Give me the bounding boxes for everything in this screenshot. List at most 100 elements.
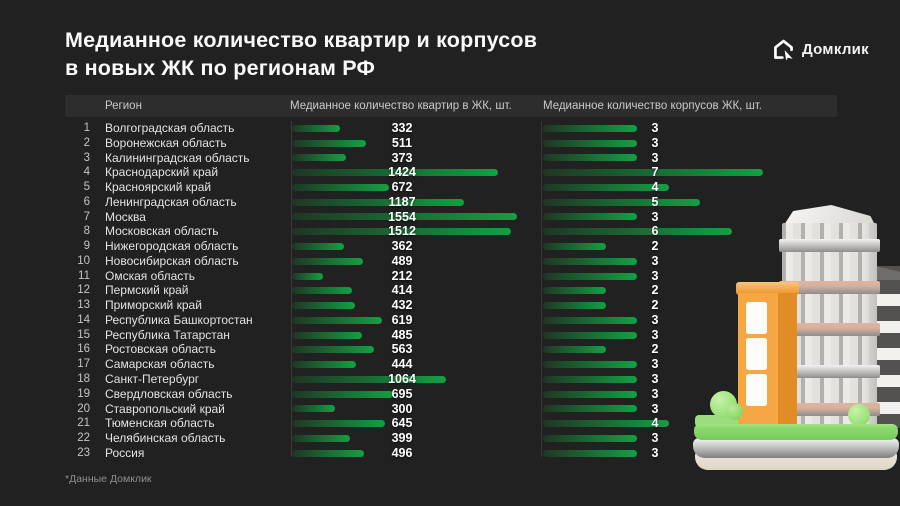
apartments-bar xyxy=(292,154,346,162)
row-number: 7 xyxy=(83,210,90,223)
buildings-illustration xyxy=(690,200,900,480)
buildings-value: 3 xyxy=(651,209,659,224)
apartments-value: 444 xyxy=(391,357,413,372)
row-number: 16 xyxy=(77,343,90,356)
table-row: 15 Республика Татарстан 485 3 xyxy=(0,328,900,343)
row-number: 13 xyxy=(77,299,90,312)
row-number: 22 xyxy=(77,432,90,445)
buildings-value: 2 xyxy=(651,239,659,254)
apartments-bar xyxy=(292,316,382,324)
row-number: 14 xyxy=(77,313,90,326)
apartments-bar xyxy=(292,213,517,221)
apartments-bar xyxy=(292,169,499,177)
apartments-bar xyxy=(292,420,386,428)
buildings-value: 2 xyxy=(651,298,659,313)
apartments-bar xyxy=(292,449,364,457)
table-row: 19 Свердловская область 695 3 xyxy=(0,387,900,402)
building-orange xyxy=(738,293,797,426)
column-header-buildings: Медианное количество корпусов ЖК, шт. xyxy=(543,100,762,112)
platform-green-top xyxy=(694,424,898,440)
buildings-value: 3 xyxy=(651,445,659,460)
apartments-bar xyxy=(292,302,355,310)
region-name: Россия xyxy=(105,445,145,460)
table-row: 10 Новосибирская область 489 3 xyxy=(0,254,900,269)
bush-sphere xyxy=(848,404,870,426)
row-number: 3 xyxy=(83,151,90,164)
apartments-bar xyxy=(292,405,336,413)
buildings-bar xyxy=(543,346,606,354)
apartments-bar xyxy=(292,361,357,369)
row-number: 23 xyxy=(77,446,90,459)
apartments-axis-line xyxy=(291,121,292,457)
buildings-bar xyxy=(543,183,669,191)
domclick-logo: Домклик xyxy=(772,38,869,61)
region-name: Республика Башкортостан xyxy=(105,312,253,327)
table-row: 22 Челябинская область 399 3 xyxy=(0,431,900,446)
apartments-value: 373 xyxy=(391,150,413,165)
region-name: Республика Татарстан xyxy=(105,327,230,342)
buildings-bar xyxy=(543,434,638,442)
region-name: Москва xyxy=(105,209,146,224)
apartments-value: 1554 xyxy=(388,209,416,224)
region-name: Пермский край xyxy=(105,283,189,298)
column-header-apartments: Медианное количество квартир в ЖК, шт. xyxy=(290,100,512,112)
apartments-bar xyxy=(292,287,352,295)
region-name: Ростовская область xyxy=(105,342,216,357)
bush-sphere xyxy=(726,403,743,420)
region-name: Самарская область xyxy=(105,357,215,372)
tower-roof xyxy=(784,205,875,225)
table-row: 21 Тюменская область 645 4 xyxy=(0,416,900,431)
apartments-value: 1187 xyxy=(388,194,416,209)
region-name: Приморский край xyxy=(105,298,202,313)
footnote: *Данные Домклик xyxy=(65,473,152,485)
buildings-value: 3 xyxy=(651,401,659,416)
buildings-value: 3 xyxy=(651,312,659,327)
region-name: Волгоградская область xyxy=(105,121,235,135)
tower-floor-band xyxy=(779,239,880,252)
region-name: Челябинская область xyxy=(105,431,226,446)
apartments-value: 645 xyxy=(391,416,413,431)
orange-window xyxy=(746,302,767,334)
buildings-bar xyxy=(543,257,638,265)
buildings-bar xyxy=(543,243,606,251)
buildings-value: 7 xyxy=(651,165,659,180)
apartments-value: 563 xyxy=(391,342,413,357)
table-row: 5 Красноярский край 672 4 xyxy=(0,180,900,195)
table-row: 17 Самарская область 444 3 xyxy=(0,357,900,372)
apartments-value: 485 xyxy=(391,327,413,342)
buildings-value: 6 xyxy=(651,224,659,239)
buildings-value: 4 xyxy=(651,180,659,195)
domclick-logo-text: Домклик xyxy=(802,41,869,58)
table-row: 14 Республика Башкортостан 619 3 xyxy=(0,313,900,328)
region-name: Омская область xyxy=(105,268,196,283)
row-number: 9 xyxy=(83,240,90,253)
platform-silver-layer xyxy=(693,438,899,458)
buildings-bar xyxy=(543,124,638,132)
region-name: Нижегородская область xyxy=(105,239,239,254)
buildings-value: 3 xyxy=(651,372,659,387)
apartments-bar xyxy=(292,257,363,265)
apartments-bar xyxy=(292,139,366,147)
region-name: Московская область xyxy=(105,224,219,239)
apartments-bar xyxy=(292,183,390,191)
apartments-value: 399 xyxy=(391,431,413,446)
row-number: 18 xyxy=(77,373,90,386)
buildings-bar xyxy=(543,405,638,413)
buildings-bar xyxy=(543,361,638,369)
region-name: Воронежская область xyxy=(105,135,227,150)
row-number: 21 xyxy=(77,417,90,430)
buildings-bar xyxy=(543,420,669,428)
row-number: 17 xyxy=(77,358,90,371)
column-header-region: Регион xyxy=(105,100,142,112)
row-number: 6 xyxy=(83,195,90,208)
buildings-axis-line xyxy=(541,121,542,457)
apartments-bar xyxy=(292,346,374,354)
orange-window xyxy=(746,374,767,406)
buildings-bar xyxy=(543,169,763,177)
buildings-value: 3 xyxy=(651,357,659,372)
buildings-bar xyxy=(543,198,701,206)
apartments-bar xyxy=(292,228,511,236)
region-name: Свердловская область xyxy=(105,386,233,401)
row-number: 19 xyxy=(77,387,90,400)
apartments-value: 212 xyxy=(391,268,413,283)
